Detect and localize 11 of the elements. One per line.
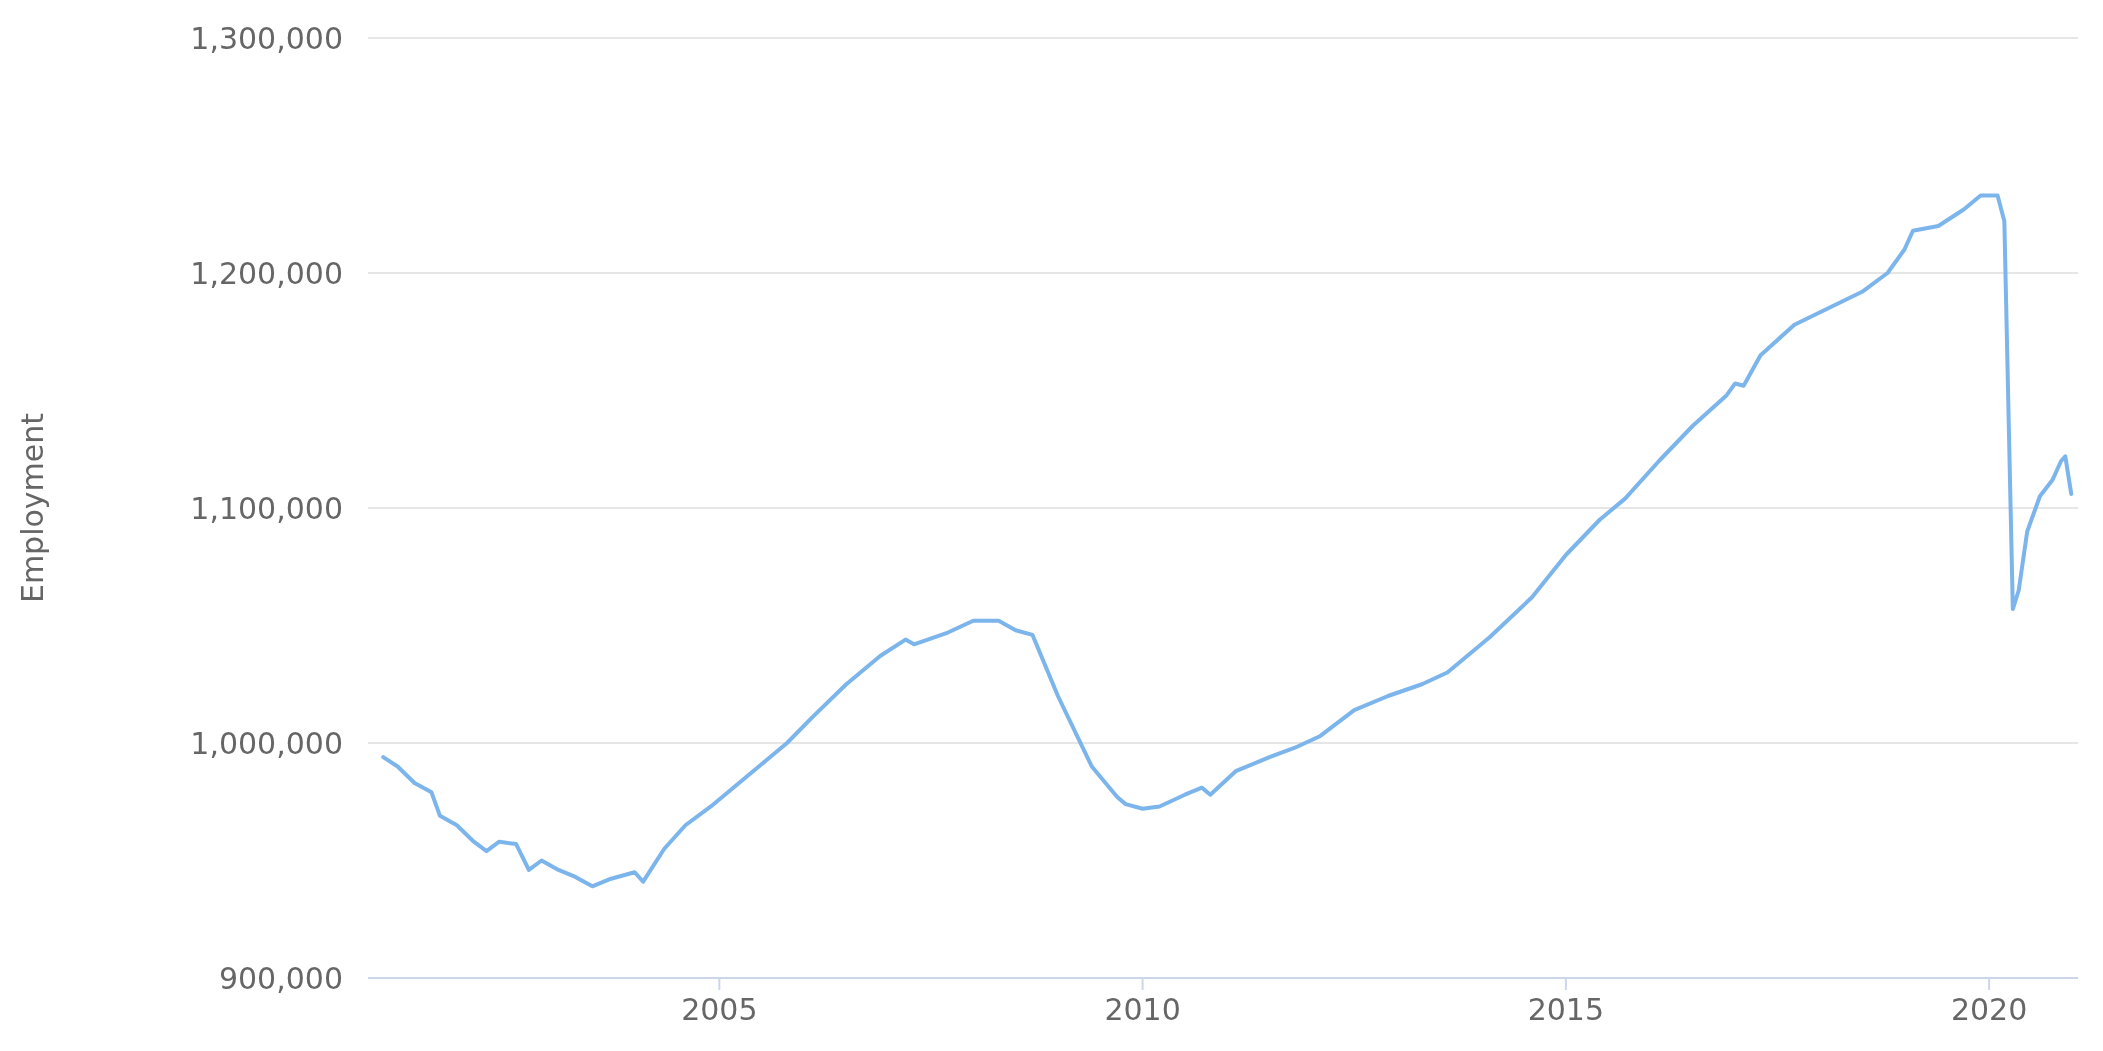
y-tick-label: 900,000	[218, 960, 343, 996]
y-tick-label: 1,200,000	[190, 255, 343, 291]
line-series	[381, 193, 2074, 889]
y-tick-label: 1,300,000	[190, 20, 343, 56]
y-tick-label: 1,000,000	[190, 725, 343, 761]
y-axis-title: Employment	[15, 412, 50, 604]
x-tick-label: 2005	[681, 992, 758, 1027]
y-tick-label: 1,100,000	[190, 490, 343, 526]
x-tick-label: 2010	[1104, 992, 1181, 1027]
x-tick-label: 2020	[1950, 992, 2028, 1027]
x-tick-label: 2015	[1527, 992, 1605, 1027]
